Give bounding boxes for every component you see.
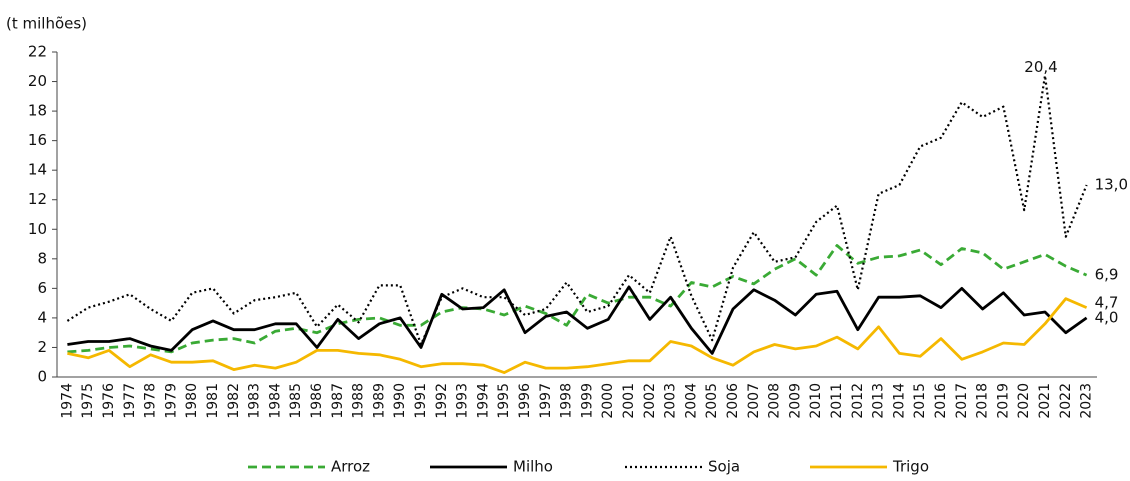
legend-label: Soja <box>708 458 740 476</box>
x-tick-label: 2002 <box>642 383 658 419</box>
x-tick-label: 2023 <box>1079 383 1095 419</box>
x-tick-label: 2008 <box>767 383 783 419</box>
x-tick-label: 2011 <box>829 383 845 419</box>
data-label: 6,9 <box>1095 266 1119 284</box>
x-tick-label: 2013 <box>871 383 887 419</box>
x-tick-label: 2021 <box>1037 383 1053 419</box>
series-line <box>67 285 1088 355</box>
x-tick-label: 1992 <box>434 383 450 419</box>
y-tick-label: 14 <box>28 161 47 179</box>
x-tick-label: 1979 <box>163 383 179 419</box>
x-tick-label: 2010 <box>808 383 824 419</box>
x-tick-label: 1989 <box>371 383 387 419</box>
x-tick-label: 1986 <box>309 383 325 419</box>
legend-label: Milho <box>513 458 553 476</box>
data-label: 4,7 <box>1095 293 1119 311</box>
x-tick-label: 2012 <box>850 383 866 419</box>
x-tick-label: 2000 <box>600 383 616 419</box>
x-tick-label: 1982 <box>226 383 242 419</box>
legend-label: Trigo <box>892 458 929 476</box>
y-tick-label: 10 <box>28 220 47 238</box>
series-line <box>66 74 1088 346</box>
x-tick-label: 1985 <box>288 383 304 419</box>
y-tick-label: 18 <box>28 102 47 120</box>
x-tick-label: 1976 <box>101 383 117 419</box>
x-tick-label: 1998 <box>559 383 575 419</box>
y-tick-label: 8 <box>37 249 47 267</box>
legend-label: Arroz <box>331 458 370 476</box>
x-tick-label: 1980 <box>184 383 200 419</box>
y-tick-label: 22 <box>28 43 47 61</box>
x-tick-label: 2022 <box>1058 383 1074 419</box>
x-tick-label: 1984 <box>267 383 283 419</box>
x-tick-label: 1996 <box>517 383 533 419</box>
x-tick-label: 1993 <box>455 383 471 419</box>
y-tick-label: 16 <box>28 131 47 149</box>
y-tick-label: 6 <box>37 279 47 297</box>
y-tick-label: 12 <box>28 190 47 208</box>
data-label: 20,4 <box>1024 58 1057 76</box>
x-tick-label: 2005 <box>704 383 720 419</box>
data-label: 4,0 <box>1095 308 1119 326</box>
x-tick-label: 1981 <box>205 383 221 419</box>
x-tick-label: 1975 <box>80 383 96 419</box>
x-tick-label: 1999 <box>579 383 595 419</box>
x-tick-label: 2009 <box>787 383 803 419</box>
series-line <box>67 297 1088 375</box>
x-tick-label: 1997 <box>538 383 554 419</box>
x-tick-label: 1987 <box>330 383 346 419</box>
y-tick-label: 2 <box>37 338 47 356</box>
x-tick-label: 2017 <box>954 383 970 419</box>
x-tick-label: 1995 <box>496 383 512 419</box>
x-tick-label: 1991 <box>413 383 429 419</box>
x-tick-label: 1977 <box>122 383 138 419</box>
series-line <box>67 244 1088 354</box>
y-axis-label: (t milhões) <box>6 15 87 33</box>
x-tick-label: 1990 <box>392 383 408 419</box>
x-tick-label: 2006 <box>725 383 741 419</box>
x-tick-label: 2001 <box>621 383 637 419</box>
x-tick-label: 1983 <box>247 383 263 419</box>
x-tick-label: 2003 <box>663 383 679 419</box>
x-tick-label: 2015 <box>912 383 928 419</box>
x-tick-label: 2016 <box>933 383 949 419</box>
x-tick-label: 2004 <box>683 383 699 419</box>
x-tick-label: 1978 <box>143 383 159 419</box>
x-tick-label: 2018 <box>975 383 991 419</box>
data-label: 13,0 <box>1095 175 1128 193</box>
y-tick-label: 4 <box>37 308 47 326</box>
x-tick-label: 1994 <box>475 383 491 419</box>
x-tick-label: 2020 <box>1016 383 1032 419</box>
x-tick-label: 2014 <box>891 383 907 419</box>
x-tick-label: 2019 <box>995 383 1011 419</box>
x-tick-label: 1974 <box>59 383 75 419</box>
y-tick-label: 0 <box>37 368 47 386</box>
x-tick-label: 1988 <box>351 383 367 419</box>
x-tick-label: 2007 <box>746 383 762 419</box>
y-tick-label: 20 <box>28 72 47 90</box>
